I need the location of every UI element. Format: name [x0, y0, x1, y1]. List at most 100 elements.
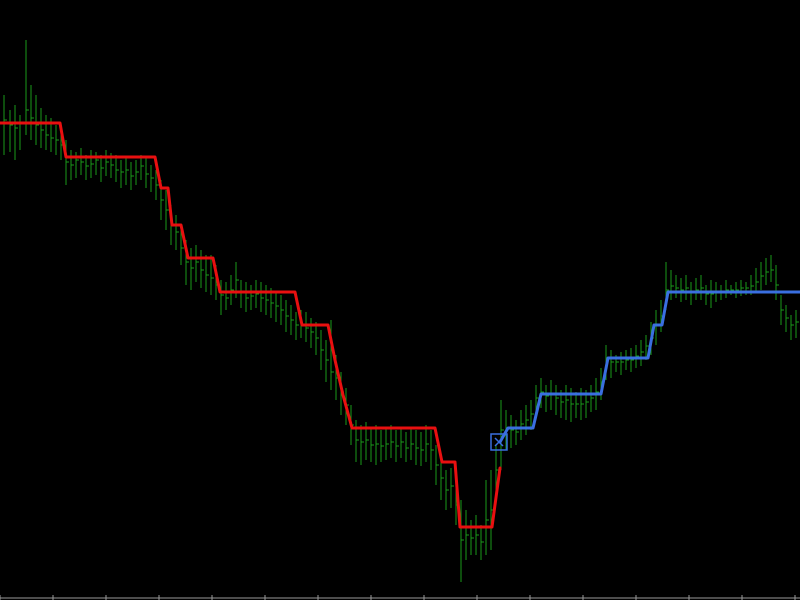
ohlc-bar [145, 158, 149, 188]
ohlc-bar [395, 430, 399, 462]
ohlc-bar [305, 312, 309, 342]
ohlc-bar [135, 160, 139, 185]
ohlc-bar [645, 335, 649, 360]
ohlc-bar [65, 140, 69, 185]
ohlc-bar [150, 165, 154, 192]
ohlc-bar [45, 115, 49, 150]
ohlc-bar [14, 105, 18, 160]
ohlc-bar [555, 385, 559, 415]
ohlc-bar [390, 425, 394, 458]
ohlc-bar [500, 400, 504, 470]
trend-lines [0, 121, 800, 529]
ohlc-bar [210, 255, 214, 295]
ohlc-bar [200, 250, 204, 288]
ohlc-bar [355, 420, 359, 462]
ohlc-bar [795, 310, 799, 338]
ohlc-bar [115, 155, 119, 182]
ohlc-bar [790, 315, 794, 340]
ohlc-bar [40, 108, 44, 148]
ohlc-bar [190, 248, 194, 290]
ohlc-bar [325, 340, 329, 382]
ohlc-bar [700, 275, 704, 300]
ohlc-bar [165, 190, 169, 230]
ohlc-bar [780, 295, 784, 325]
ohlc-bar [470, 520, 474, 555]
ohlc-bar [100, 155, 104, 182]
ohlc-bar [360, 425, 364, 465]
ohlc-bar [515, 420, 519, 445]
ohlc-bar [545, 385, 549, 412]
ohlc-bar [610, 350, 614, 378]
ohlc-bar [525, 405, 529, 435]
signal-marker-group[interactable] [490, 433, 508, 451]
ohlc-bar [680, 278, 684, 302]
ohlc-bar [315, 322, 319, 355]
ohlc-bar [290, 305, 294, 335]
ohlc-bar [30, 85, 34, 140]
ohlc-bar [125, 158, 129, 185]
ohlc-bar [695, 278, 699, 300]
ohlc-bar [485, 480, 489, 555]
ohlc-bar [225, 282, 229, 310]
ohlc-bar [625, 350, 629, 370]
ohlc-bar [240, 280, 244, 308]
ohlc-bar [35, 95, 39, 145]
ohlc-bar [85, 155, 89, 180]
ohlc-bar [475, 515, 479, 555]
signal-marker-cross-b [494, 437, 504, 447]
ohlc-bar [740, 280, 744, 296]
ohlc-bar [90, 150, 94, 178]
ohlc-bar [295, 312, 299, 340]
ohlc-bar [430, 430, 434, 470]
ohlc-bar [590, 385, 594, 412]
ohlc-bar [370, 428, 374, 462]
ohlc-bar [320, 330, 324, 370]
ohlc-bar [19, 115, 23, 150]
ohlc-bar [70, 150, 74, 180]
ohlc-bar [120, 160, 124, 188]
ohlc-bar [530, 400, 534, 430]
ohlc-bar [275, 292, 279, 322]
ohlc-bar [375, 425, 379, 465]
ohlc-bar [285, 300, 289, 332]
ohlc-bars [3, 40, 799, 582]
ohlc-bar [675, 275, 679, 298]
ohlc-bar [9, 110, 13, 152]
ohlc-bar [220, 280, 224, 315]
ohlc-bar [175, 215, 179, 250]
ohlc-bar [265, 285, 269, 315]
ohlc-bar [310, 318, 314, 348]
ohlc-bar [565, 385, 569, 420]
ohlc-bar [710, 280, 714, 308]
ohlc-bar [685, 275, 689, 300]
ohlc-bar [410, 428, 414, 460]
ohlc-bar [380, 430, 384, 462]
signal-marker[interactable] [490, 433, 508, 451]
downtrend-line [0, 121, 502, 529]
ohlc-bar [460, 500, 464, 582]
ohlc-bar [420, 432, 424, 466]
time-axis [0, 595, 800, 600]
ohlc-bar [575, 392, 579, 418]
ohlc-bar [435, 445, 439, 485]
signal-marker-box [490, 433, 508, 451]
ohlc-bar [155, 170, 159, 200]
ohlc-bar [405, 432, 409, 462]
ohlc-bar [280, 295, 284, 325]
ohlc-bar [25, 40, 29, 135]
ohlc-bar [755, 268, 759, 292]
ohlc-bar [255, 280, 259, 308]
ohlc-bar [465, 510, 469, 560]
ohlc-bar [385, 428, 389, 460]
ohlc-bar [140, 155, 144, 180]
ohlc-bar [670, 270, 674, 300]
ohlc-bar [330, 320, 334, 390]
ohlc-bar [640, 340, 644, 366]
ohlc-bar [760, 262, 764, 290]
ohlc-bar [3, 95, 7, 155]
ohlc-bar [250, 285, 254, 310]
ohlc-bar [620, 352, 624, 375]
ohlc-bar [205, 255, 209, 292]
